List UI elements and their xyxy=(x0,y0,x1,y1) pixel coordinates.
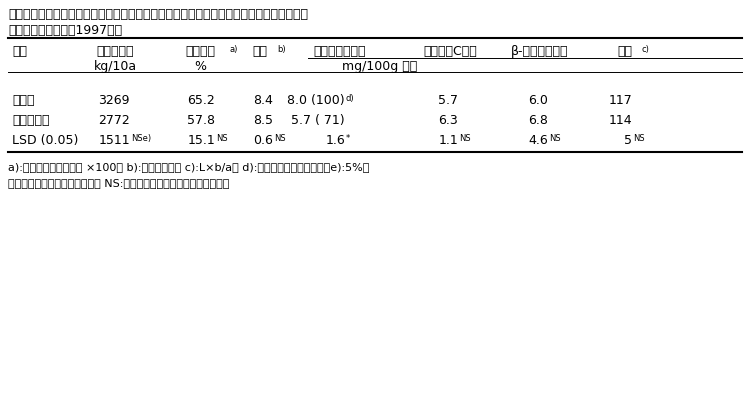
Text: b): b) xyxy=(277,45,286,54)
Text: 114: 114 xyxy=(608,114,632,127)
Text: 2772: 2772 xyxy=(98,114,130,127)
Text: 6.3: 6.3 xyxy=(438,114,458,127)
Text: 標準区: 標準区 xyxy=(12,94,34,107)
Text: 8.0 (100): 8.0 (100) xyxy=(287,94,345,107)
Text: mg/100g 生重: mg/100g 生重 xyxy=(342,60,418,73)
Text: 65.2: 65.2 xyxy=(188,94,215,107)
Text: *: * xyxy=(346,134,350,143)
Text: NS: NS xyxy=(216,134,228,143)
Text: 8.5: 8.5 xyxy=(253,114,273,127)
Text: 1.1: 1.1 xyxy=(438,134,458,147)
Text: 区）の収量・品質（1997年）: 区）の収量・品質（1997年） xyxy=(8,24,122,37)
Text: NS: NS xyxy=(549,134,560,143)
Text: 準で有意差があることを示す。 NS:有意差は認められないことを示す。: 準で有意差があることを示す。 NS:有意差は認められないことを示す。 xyxy=(8,178,230,188)
Text: 可販品収量: 可販品収量 xyxy=(96,45,134,58)
Text: 6.0: 6.0 xyxy=(528,94,548,107)
Text: 5: 5 xyxy=(624,134,632,147)
Text: LSD (0.05): LSD (0.05) xyxy=(12,134,78,147)
Text: a):可販品本数／全本数 ×100。 b):ブリックス。 c):L×b/a。 d):括弧内は相対値を示す。e):5%水: a):可販品本数／全本数 ×100。 b):ブリックス。 c):L×b/a。 d… xyxy=(8,162,369,172)
Text: 表１　茨城県のにんじんの窒素施肥基準の半分を牛糞堆肥で代替栽培した場合（牛堆代替: 表１ 茨城県のにんじんの窒素施肥基準の半分を牛糞堆肥で代替栽培した場合（牛堆代替 xyxy=(8,8,308,21)
Text: 5.7 ( 71): 5.7 ( 71) xyxy=(291,114,345,127)
Text: 色調: 色調 xyxy=(617,45,632,58)
Text: NS: NS xyxy=(459,134,471,143)
Text: 1.6: 1.6 xyxy=(326,134,345,147)
Text: d): d) xyxy=(346,94,355,103)
Text: NSe): NSe) xyxy=(131,134,151,143)
Text: kg/10a: kg/10a xyxy=(94,60,136,73)
Text: 15.1: 15.1 xyxy=(188,134,215,147)
Text: 4.6: 4.6 xyxy=(528,134,548,147)
Text: 牛堆代替区: 牛堆代替区 xyxy=(12,114,50,127)
Text: 1511: 1511 xyxy=(98,134,130,147)
Text: c): c) xyxy=(642,45,650,54)
Text: 117: 117 xyxy=(608,94,632,107)
Text: 硝酸態窒素含量: 硝酸態窒素含量 xyxy=(314,45,366,58)
Text: 3269: 3269 xyxy=(98,94,130,107)
Text: 0.6: 0.6 xyxy=(253,134,273,147)
Text: ビタミンC含量: ビタミンC含量 xyxy=(423,45,477,58)
Text: 可販品率: 可販品率 xyxy=(185,45,215,58)
Text: β-カロテン含量: β-カロテン含量 xyxy=(512,45,568,58)
Text: 糖度: 糖度 xyxy=(253,45,268,58)
Text: 処理: 処理 xyxy=(12,45,27,58)
Text: %: % xyxy=(194,60,206,73)
Text: NS: NS xyxy=(274,134,286,143)
Text: 8.4: 8.4 xyxy=(253,94,273,107)
Text: NS: NS xyxy=(633,134,644,143)
Text: 5.7: 5.7 xyxy=(438,94,458,107)
Text: 57.8: 57.8 xyxy=(187,114,215,127)
Text: 6.8: 6.8 xyxy=(528,114,548,127)
Text: a): a) xyxy=(230,45,238,54)
